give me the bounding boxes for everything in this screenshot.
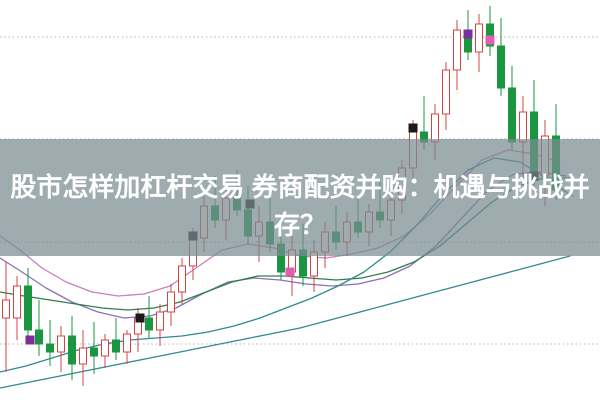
headline-overlay-band — [0, 139, 600, 256]
page-title-line-1: 股市怎样加杠杆交易 券商配资并购：机遇与挑战并 — [10, 172, 590, 202]
page-title: 股市怎样加杠杆交易 券商配资并购：机遇与挑战并 存？ — [0, 168, 600, 244]
page-title-line-2: 存？ — [273, 210, 326, 240]
